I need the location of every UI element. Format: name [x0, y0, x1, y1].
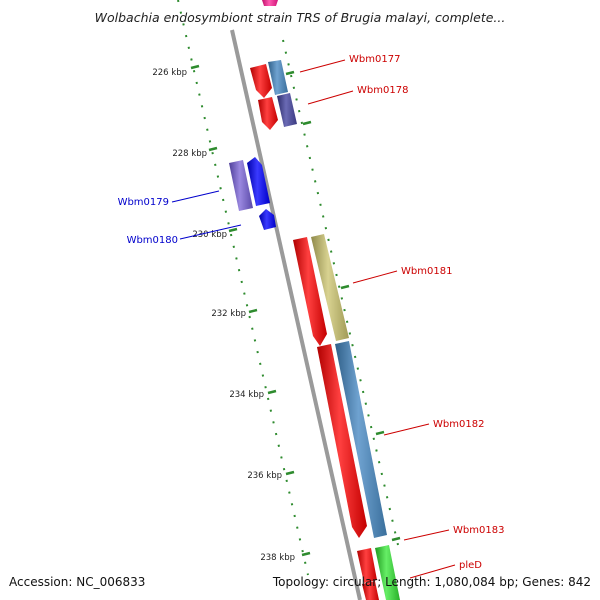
- gene-arrow-wbm0177[interactable]: [250, 64, 272, 98]
- tick-track-outer: [282, 39, 399, 546]
- tick-labels: 226 kbp 228 kbp 230 kbp 232 kbp 234 kbp …: [152, 68, 295, 563]
- gene-label-wbm0182[interactable]: Wbm0182: [433, 419, 484, 430]
- gene-arrow-wbm0183[interactable]: [357, 548, 377, 583]
- gene-label-pled[interactable]: pleD: [459, 560, 482, 571]
- gene-label-wbm0177[interactable]: Wbm0177: [349, 54, 400, 65]
- gene-block-wbm0182-cds[interactable]: [335, 341, 387, 538]
- gene-block-wbm0178-cds[interactable]: [277, 93, 297, 127]
- tick-label-230: 230 kbp: [192, 230, 227, 240]
- gene-label-wbm0179[interactable]: Wbm0179: [118, 197, 169, 208]
- gene-arrow-magenta[interactable]: [262, 0, 278, 6]
- gene-label-wbm0178[interactable]: Wbm0178: [357, 85, 408, 96]
- tick-label-232: 232 kbp: [211, 309, 246, 319]
- tick-label-238: 238 kbp: [260, 553, 295, 563]
- genome-backbone: [230, 29, 362, 600]
- gene-arrow-wbm0181[interactable]: [293, 237, 327, 346]
- gene-label-wbm0180[interactable]: Wbm0180: [127, 235, 178, 246]
- gene-block-pled-cds[interactable]: [375, 545, 400, 600]
- map-title: Wolbachia endosymbiont strain TRS of Bru…: [95, 10, 506, 25]
- tick-label-228: 228 kbp: [172, 149, 207, 159]
- tick-label-236: 236 kbp: [247, 471, 282, 481]
- gene-block-wbm0179[interactable]: [229, 160, 253, 211]
- gene-label-wbm0181[interactable]: Wbm0181: [401, 266, 452, 277]
- tick-label-234: 234 kbp: [229, 390, 264, 400]
- tick-label-226: 226 kbp: [152, 68, 187, 78]
- gene-arrow-pled[interactable]: [362, 581, 379, 600]
- gene-block-wbm0177-cds[interactable]: [268, 60, 288, 95]
- gene-arrow-wbm0182[interactable]: [317, 344, 367, 538]
- accession-text: Accession: NC_006833: [9, 575, 145, 589]
- gene-arrow-wbm0180[interactable]: [259, 209, 276, 230]
- gene-labels: Wbm0177 Wbm0178 Wbm0179 Wbm0180 Wbm0181 …: [118, 54, 505, 571]
- gene-block-wbm0181-cds[interactable]: [311, 234, 349, 341]
- major-tick-marks: [190, 64, 401, 557]
- gene-label-wbm0183[interactable]: Wbm0183: [453, 525, 504, 536]
- gene-features: [229, 0, 400, 600]
- gene-arrow-wbm0178[interactable]: [258, 97, 278, 130]
- gene-arrow-wbm0179[interactable]: [247, 157, 270, 206]
- genome-summary-text: Topology: circular; Length: 1,080,084 bp…: [272, 575, 591, 589]
- leader-lines: [171, 59, 456, 579]
